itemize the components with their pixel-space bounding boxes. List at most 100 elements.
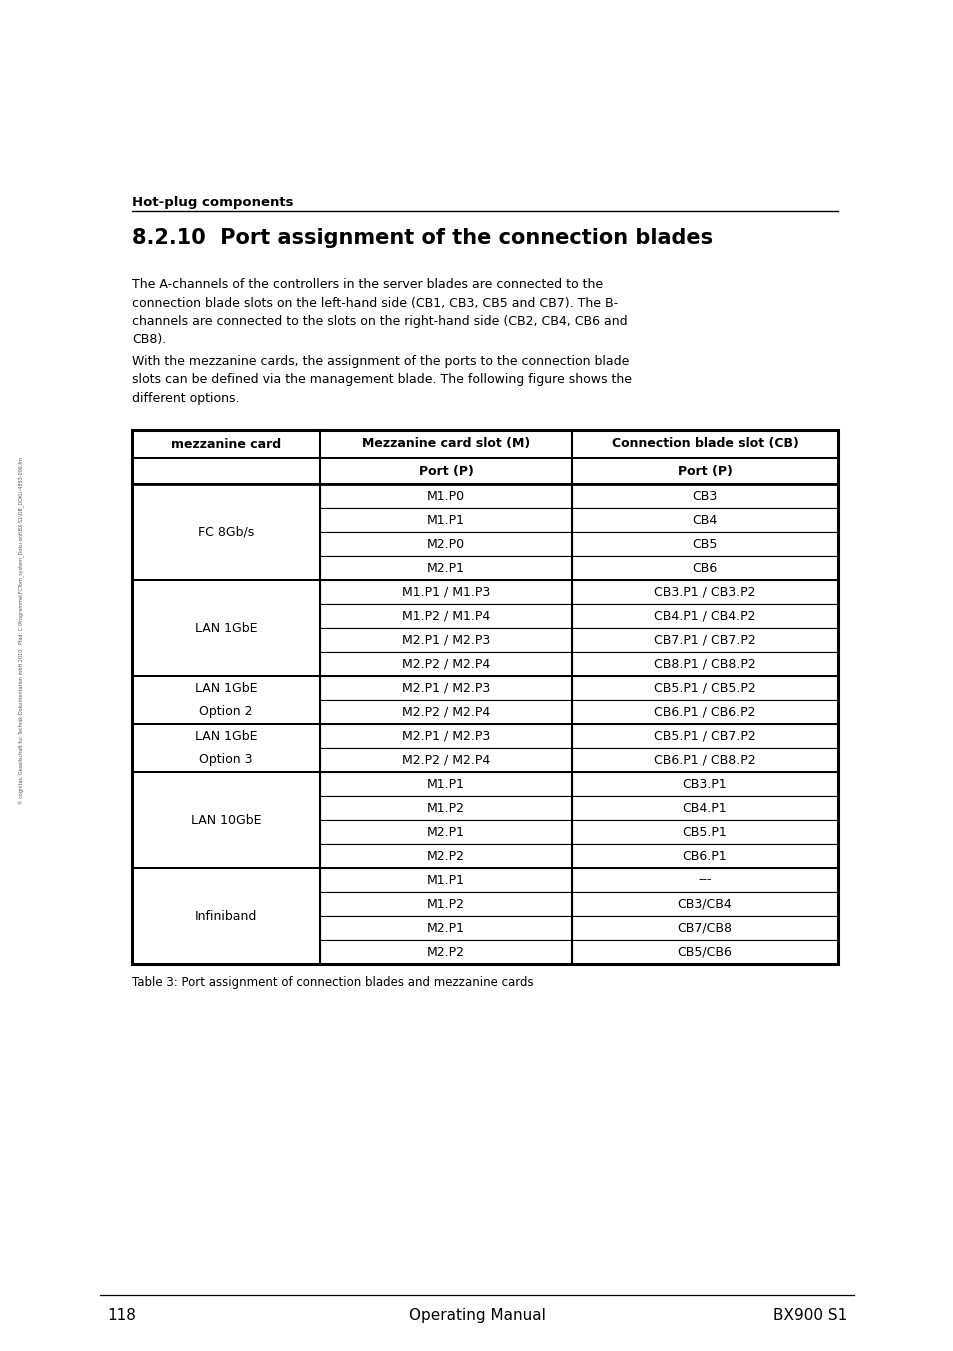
Text: M2.P1: M2.P1 <box>427 825 464 839</box>
Bar <box>319 940 572 965</box>
Bar <box>319 748 572 771</box>
Text: The A-channels of the controllers in the server blades are connected to the
conn: The A-channels of the controllers in the… <box>132 278 627 346</box>
Text: CB6.P1: CB6.P1 <box>682 850 726 862</box>
Text: M2.P1 / M2.P3: M2.P1 / M2.P3 <box>401 634 490 647</box>
Bar <box>319 724 572 748</box>
Text: M1.P2: M1.P2 <box>427 897 464 911</box>
Bar <box>132 430 319 458</box>
Text: ---: --- <box>698 874 711 886</box>
Text: M2.P2 / M2.P4: M2.P2 / M2.P4 <box>401 705 490 719</box>
Text: CB6: CB6 <box>692 562 717 574</box>
Text: CB5: CB5 <box>692 538 717 550</box>
Text: M1.P1: M1.P1 <box>427 874 464 886</box>
Bar <box>132 676 319 724</box>
Text: BX900 S1: BX900 S1 <box>772 1308 846 1323</box>
Text: CB5.P1: CB5.P1 <box>682 825 726 839</box>
Text: CB3: CB3 <box>692 489 717 503</box>
Bar <box>132 580 319 676</box>
Bar <box>132 484 319 580</box>
Text: M2.P1 / M2.P3: M2.P1 / M2.P3 <box>401 730 490 743</box>
Bar <box>319 557 572 580</box>
Text: © cognitas. Gesellschaft fur Technik-Dokumentation mbH 2010   Pfad: C:\Programme: © cognitas. Gesellschaft fur Technik-Dok… <box>19 457 25 804</box>
Text: CB6.P1 / CB8.P2: CB6.P1 / CB8.P2 <box>654 754 755 766</box>
Text: CB7/CB8: CB7/CB8 <box>677 921 732 935</box>
Text: M1.P0: M1.P0 <box>427 489 464 503</box>
Text: 118: 118 <box>107 1308 135 1323</box>
Bar <box>319 508 572 532</box>
Bar <box>572 771 837 796</box>
Text: CB4: CB4 <box>692 513 717 527</box>
Bar <box>572 653 837 676</box>
Bar <box>319 628 572 653</box>
Bar <box>319 844 572 867</box>
Bar <box>572 796 837 820</box>
Text: M2.P2: M2.P2 <box>427 946 464 958</box>
Bar <box>572 580 837 604</box>
Text: M2.P2 / M2.P4: M2.P2 / M2.P4 <box>401 754 490 766</box>
Bar <box>572 867 837 892</box>
Text: M2.P0: M2.P0 <box>427 538 464 550</box>
Text: mezzanine card: mezzanine card <box>171 438 281 450</box>
Text: CB8.P1 / CB8.P2: CB8.P1 / CB8.P2 <box>654 658 755 670</box>
Text: M2.P1: M2.P1 <box>427 562 464 574</box>
Text: CB5.P1 / CB5.P2: CB5.P1 / CB5.P2 <box>654 681 755 694</box>
Text: Port (P): Port (P) <box>677 465 732 477</box>
Text: M1.P1: M1.P1 <box>427 777 464 790</box>
Bar <box>319 458 572 484</box>
Bar <box>572 484 837 508</box>
Text: Option 3: Option 3 <box>199 754 253 766</box>
Bar <box>319 700 572 724</box>
Bar <box>572 458 837 484</box>
Text: CB3.P1: CB3.P1 <box>682 777 726 790</box>
Text: M2.P1 / M2.P3: M2.P1 / M2.P3 <box>401 681 490 694</box>
Text: Infiniband: Infiniband <box>194 909 257 923</box>
Bar <box>319 867 572 892</box>
Bar <box>132 724 319 771</box>
Text: FC 8Gb/s: FC 8Gb/s <box>197 526 253 539</box>
Bar <box>319 892 572 916</box>
Text: LAN 1GbE: LAN 1GbE <box>194 730 257 743</box>
Text: Operating Manual: Operating Manual <box>408 1308 545 1323</box>
Bar <box>132 458 319 484</box>
Bar <box>319 653 572 676</box>
Bar <box>572 628 837 653</box>
Bar <box>319 676 572 700</box>
Bar <box>572 892 837 916</box>
Text: M1.P1 / M1.P3: M1.P1 / M1.P3 <box>401 585 490 598</box>
Text: LAN 1GbE: LAN 1GbE <box>194 621 257 635</box>
Text: CB4.P1 / CB4.P2: CB4.P1 / CB4.P2 <box>654 609 755 623</box>
Text: M1.P1: M1.P1 <box>427 513 464 527</box>
Bar <box>319 604 572 628</box>
Text: M2.P2: M2.P2 <box>427 850 464 862</box>
Bar <box>319 796 572 820</box>
Bar <box>572 604 837 628</box>
Text: Mezzanine card slot (M): Mezzanine card slot (M) <box>361 438 530 450</box>
Text: Connection blade slot (CB): Connection blade slot (CB) <box>611 438 798 450</box>
Bar <box>572 844 837 867</box>
Text: M2.P1: M2.P1 <box>427 921 464 935</box>
Text: Hot-plug components: Hot-plug components <box>132 196 294 209</box>
Bar <box>319 771 572 796</box>
Text: M1.P2: M1.P2 <box>427 801 464 815</box>
Text: LAN 10GbE: LAN 10GbE <box>191 813 261 827</box>
Bar <box>319 430 572 458</box>
Bar <box>319 532 572 557</box>
Bar <box>319 916 572 940</box>
Bar <box>572 676 837 700</box>
Text: With the mezzanine cards, the assignment of the ports to the connection blade
sl: With the mezzanine cards, the assignment… <box>132 355 631 405</box>
Text: M2.P2 / M2.P4: M2.P2 / M2.P4 <box>401 658 490 670</box>
Text: 8.2.10  Port assignment of the connection blades: 8.2.10 Port assignment of the connection… <box>132 228 713 249</box>
Bar <box>572 724 837 748</box>
Text: CB5.P1 / CB7.P2: CB5.P1 / CB7.P2 <box>654 730 755 743</box>
Bar <box>572 820 837 844</box>
Text: Port (P): Port (P) <box>418 465 473 477</box>
Bar <box>572 940 837 965</box>
Bar <box>132 771 319 867</box>
Bar <box>572 430 837 458</box>
Bar <box>132 867 319 965</box>
Text: CB5/CB6: CB5/CB6 <box>677 946 732 958</box>
Bar <box>572 748 837 771</box>
Bar <box>319 580 572 604</box>
Bar <box>132 430 837 965</box>
Bar <box>572 557 837 580</box>
